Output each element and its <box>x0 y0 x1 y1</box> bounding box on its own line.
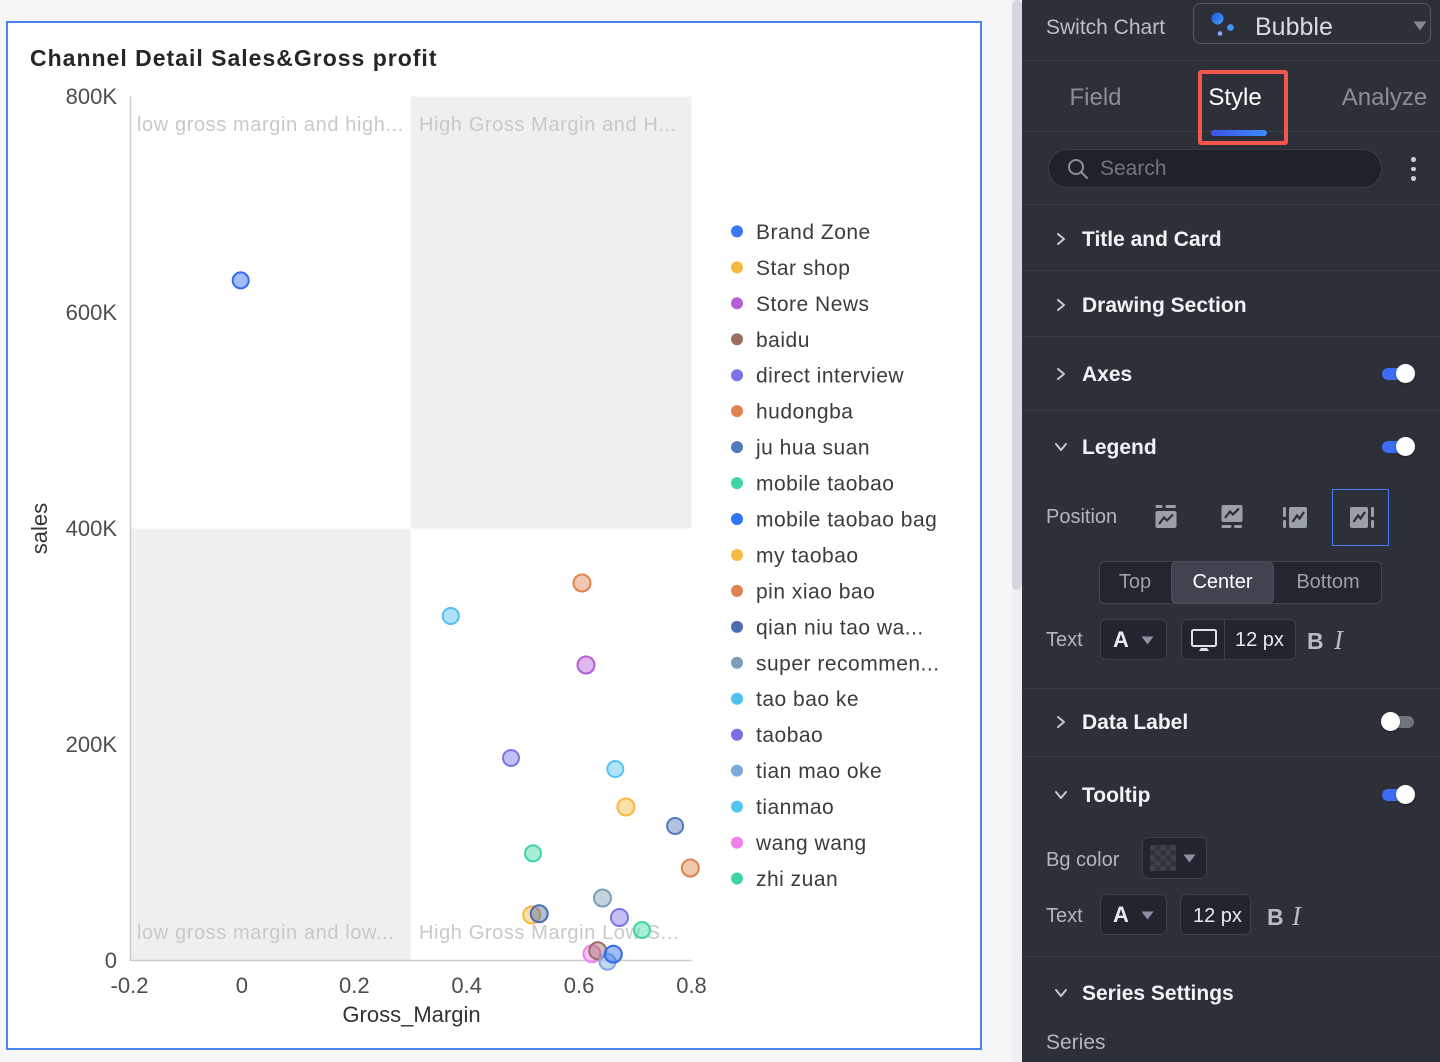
svg-text:800K: 800K <box>66 84 118 109</box>
svg-text:Store News: Store News <box>756 293 870 316</box>
svg-text:zhi zuan: zhi zuan <box>756 868 838 891</box>
svg-text:600K: 600K <box>66 300 118 325</box>
svg-text:low gross margin and low...: low gross margin and low... <box>137 922 394 944</box>
svg-text:pin xiao bao: pin xiao bao <box>756 580 875 603</box>
svg-text:tianmao: tianmao <box>756 796 834 819</box>
svg-text:High Gross Margin Low S...: High Gross Margin Low S... <box>419 922 679 944</box>
svg-text:super recommen...: super recommen... <box>756 652 940 675</box>
svg-text:400K: 400K <box>66 516 118 541</box>
svg-text:0.4: 0.4 <box>451 973 482 998</box>
svg-text:mobile taobao: mobile taobao <box>756 473 894 496</box>
svg-text:hudongba: hudongba <box>756 401 853 424</box>
svg-text:tian mao oke: tian mao oke <box>756 760 882 783</box>
svg-text:0.6: 0.6 <box>564 973 595 998</box>
svg-text:ju hua suan: ju hua suan <box>755 437 870 460</box>
svg-text:taobao: taobao <box>756 724 823 747</box>
svg-text:Gross_Margin: Gross_Margin <box>342 1002 480 1027</box>
svg-text:my taobao: my taobao <box>756 545 859 568</box>
svg-text:qian niu tao wa...: qian niu tao wa... <box>756 616 924 639</box>
svg-text:wang wang: wang wang <box>755 832 867 855</box>
svg-text:tao bao ke: tao bao ke <box>756 688 859 711</box>
svg-text:0: 0 <box>236 973 248 998</box>
svg-text:0: 0 <box>105 948 117 973</box>
svg-text:mobile taobao bag: mobile taobao bag <box>756 509 937 532</box>
svg-text:Star shop: Star shop <box>756 257 850 280</box>
svg-text:Channel Detail Sales&Gross pro: Channel Detail Sales&Gross profit <box>30 45 437 71</box>
svg-text:High Gross Margin and H...: High Gross Margin and H... <box>419 114 677 136</box>
svg-text:low gross margin and high...: low gross margin and high... <box>137 114 404 136</box>
svg-text:0.2: 0.2 <box>339 973 370 998</box>
svg-text:Brand Zone: Brand Zone <box>756 221 871 244</box>
svg-text:direct interview: direct interview <box>756 365 904 388</box>
svg-text:200K: 200K <box>66 732 118 757</box>
svg-text:0.8: 0.8 <box>676 973 707 998</box>
svg-text:sales: sales <box>27 503 52 554</box>
svg-text:baidu: baidu <box>756 329 810 352</box>
svg-text:-0.2: -0.2 <box>111 973 149 998</box>
